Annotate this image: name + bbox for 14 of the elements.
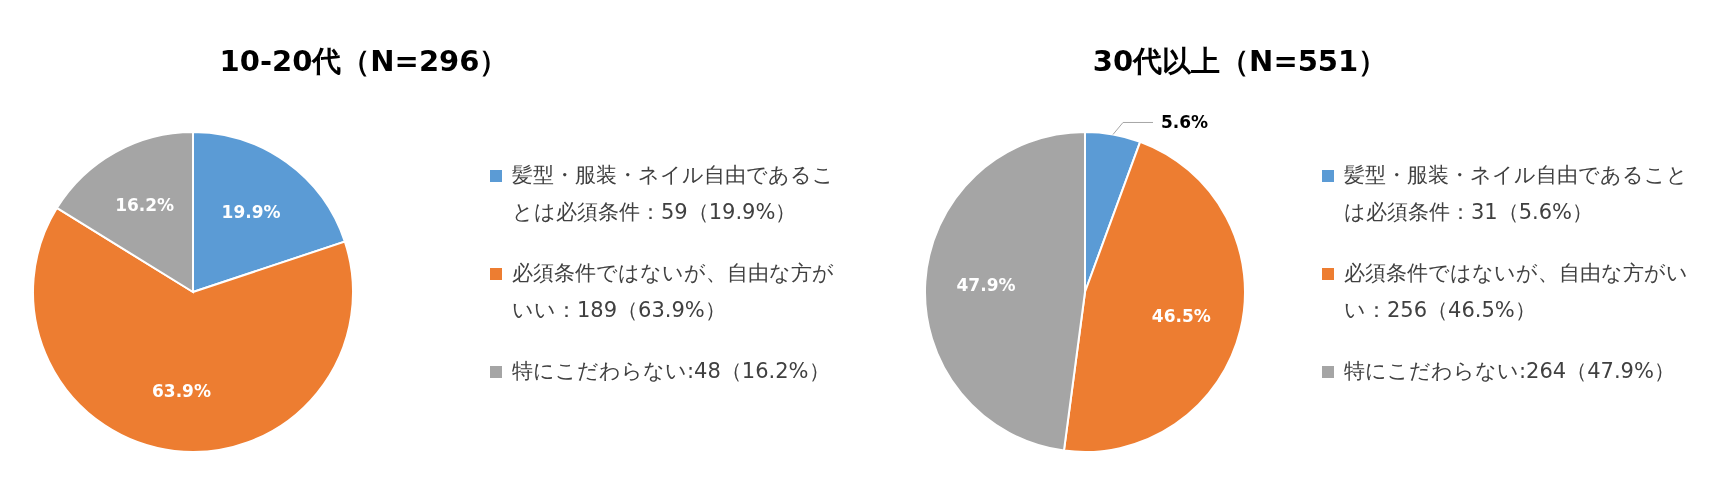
data-label: 19.9% xyxy=(221,201,281,222)
data-label: 16.2% xyxy=(115,195,175,216)
data-label: 47.9% xyxy=(956,275,1016,296)
legend-label: 特にこだわらない:48（16.2%） xyxy=(512,359,830,383)
data-label: 5.6% xyxy=(1161,112,1209,133)
chart-title: 30代以上（N=551） xyxy=(1092,44,1388,78)
legend-label: 髪型・服装・ネイル自由であることは必須条件：31（5.6%） xyxy=(1344,163,1688,224)
chart-title: 10-20代（N=296） xyxy=(219,44,509,78)
data-label: 46.5% xyxy=(1151,305,1211,326)
data-label: 63.9% xyxy=(152,380,211,401)
legend-label: 必須条件ではないが、自由な方がいい：256（46.5%） xyxy=(1344,261,1688,322)
legend-label: 必須条件ではないが、自由な方がいい：189（63.9%） xyxy=(512,261,834,322)
legend-label: 特にこだわらない:264（47.9%） xyxy=(1344,359,1675,383)
legend-label: 髪型・服装・ネイル自由であることは必須条件：59（19.9%） xyxy=(512,163,834,224)
